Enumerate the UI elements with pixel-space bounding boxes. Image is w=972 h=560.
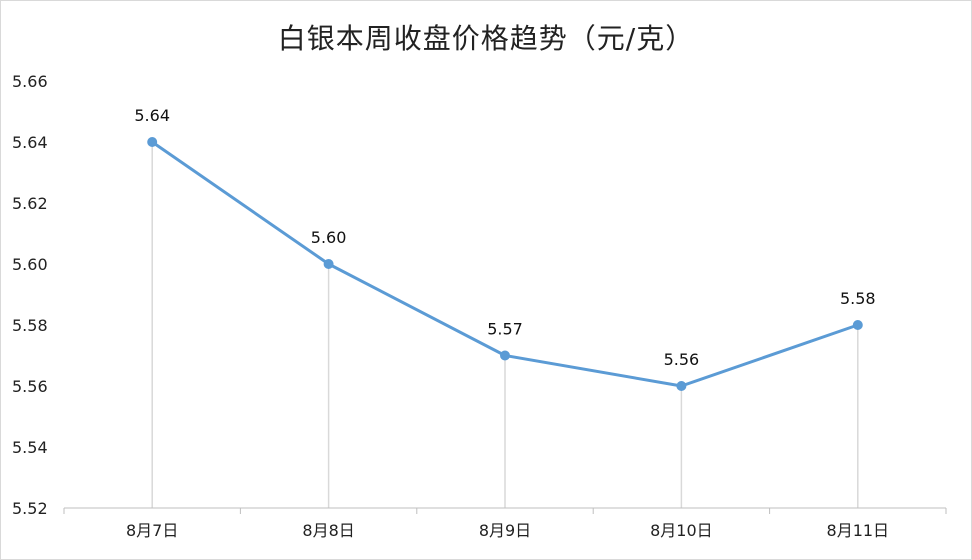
- series-line: [150, 140, 860, 388]
- y-tick-label: 5.58: [12, 316, 48, 335]
- y-tick-label: 5.52: [12, 499, 48, 518]
- x-tick-label: 8月7日: [126, 521, 178, 540]
- x-axis: 8月7日 8月8日 8月9日 8月10日 8月11日: [63, 507, 947, 540]
- data-label: 5.56: [664, 350, 700, 369]
- drop-lines: [151, 142, 859, 508]
- data-point: [147, 137, 158, 147]
- y-tick-label: 5.56: [12, 377, 48, 396]
- x-tick-label: 8月10日: [650, 521, 713, 540]
- data-label: 5.64: [134, 106, 170, 125]
- y-axis: 5.52 5.54 5.56 5.58 5.60 5.62 5.64 5.66: [12, 72, 48, 518]
- data-label: 5.58: [840, 289, 876, 308]
- x-tick-label: 8月11日: [827, 521, 890, 540]
- data-point: [500, 350, 510, 361]
- data-point: [323, 259, 334, 269]
- y-tick-label: 5.66: [12, 72, 48, 91]
- y-tick-label: 5.62: [12, 194, 48, 213]
- y-tick-label: 5.54: [12, 438, 48, 457]
- data-label: 5.57: [487, 320, 523, 339]
- series-layer: [147, 137, 863, 391]
- data-label: 5.60: [311, 228, 347, 247]
- y-tick-label: 5.60: [12, 255, 48, 274]
- y-tick-label: 5.64: [12, 133, 48, 152]
- data-point: [852, 320, 863, 330]
- data-point: [676, 381, 687, 391]
- x-tick-label: 8月9日: [479, 521, 531, 540]
- data-labels: 5.64 5.60 5.57 5.56 5.58: [134, 106, 875, 369]
- x-tick-label: 8月8日: [302, 521, 354, 540]
- chart-title: 白银本周收盘价格趋势（元/克）: [277, 22, 695, 55]
